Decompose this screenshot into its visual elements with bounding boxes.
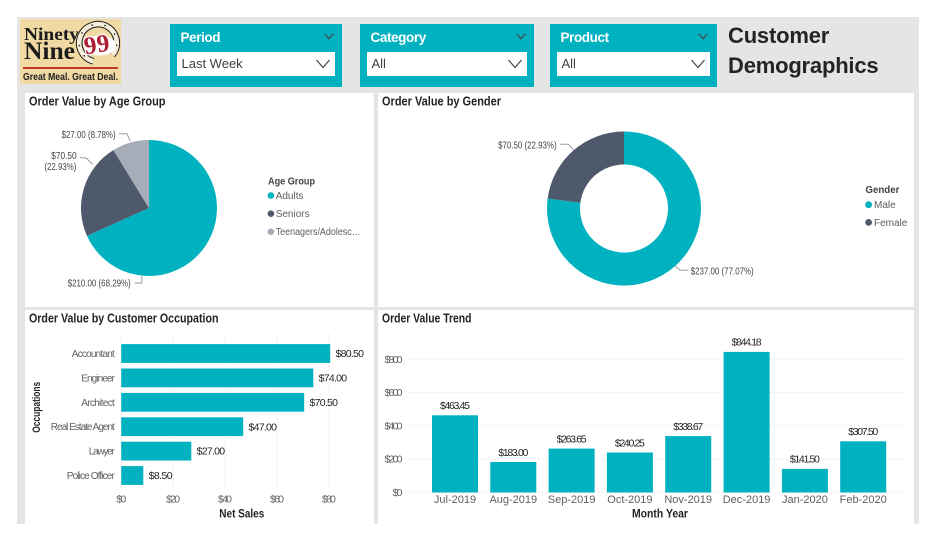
svg-text:Oct-2019: Oct-2019	[607, 494, 652, 506]
svg-text:$70.50: $70.50	[310, 397, 339, 409]
svg-text:$27.00 (8.78%): $27.00 (8.78%)	[62, 129, 116, 141]
svg-text:$200: $200	[385, 454, 403, 466]
svg-text:Police Officer: Police Officer	[67, 471, 116, 482]
svg-text:Nov-2019: Nov-2019	[664, 494, 712, 506]
svg-text:Order Value by Gender: Order Value by Gender	[382, 95, 501, 109]
svg-text:Real Estate Agent: Real Estate Agent	[51, 422, 115, 433]
svg-text:Architect: Architect	[81, 398, 115, 409]
svg-text:Male: Male	[874, 200, 896, 211]
svg-text:$141.50: $141.50	[790, 454, 820, 466]
svg-text:$70.50 (22.93%): $70.50 (22.93%)	[498, 139, 556, 151]
svg-text:Teenagers/Adolesc…: Teenagers/Adolesc…	[276, 227, 361, 238]
svg-text:Lawyer: Lawyer	[89, 447, 116, 458]
svg-text:Gender: Gender	[865, 185, 899, 196]
svg-text:Ninety: Ninety	[24, 24, 79, 44]
svg-text:$240.25: $240.25	[615, 437, 645, 449]
svg-text:$20: $20	[166, 493, 180, 505]
svg-text:$80: $80	[322, 493, 336, 505]
svg-text:$237.00 (77.07%): $237.00 (77.07%)	[691, 266, 754, 278]
svg-text:Accountant: Accountant	[72, 349, 115, 360]
svg-text:Jan-2020: Jan-2020	[782, 494, 828, 506]
svg-text:$307.50: $307.50	[848, 426, 878, 438]
svg-text:$27.00: $27.00	[197, 446, 226, 458]
svg-text:Feb-2020: Feb-2020	[840, 494, 887, 506]
svg-text:$400: $400	[385, 420, 403, 432]
svg-text:Order Value Trend: Order Value Trend	[382, 312, 472, 326]
svg-text:Nine: Nine	[24, 38, 75, 65]
svg-text:$70.50: $70.50	[51, 150, 77, 162]
svg-text:Great Meal. Great Deal.: Great Meal. Great Deal.	[23, 71, 118, 83]
svg-text:Occupations: Occupations	[31, 382, 43, 433]
svg-text:Net Sales: Net Sales	[219, 508, 264, 520]
svg-text:Order Value by Age Group: Order Value by Age Group	[29, 95, 166, 109]
svg-text:$0: $0	[116, 493, 126, 505]
svg-text:Dec-2019: Dec-2019	[723, 494, 771, 506]
svg-text:Month Year: Month Year	[632, 509, 688, 521]
svg-text:Adults: Adults	[276, 191, 304, 202]
svg-text:$800: $800	[385, 354, 403, 366]
svg-text:$600: $600	[385, 387, 403, 399]
svg-text:Female: Female	[874, 218, 908, 229]
svg-text:Age Group: Age Group	[268, 177, 315, 188]
svg-text:$60: $60	[270, 493, 284, 505]
svg-text:Jul-2019: Jul-2019	[434, 494, 476, 506]
svg-text:$263.65: $263.65	[557, 433, 587, 445]
svg-text:$463.45: $463.45	[440, 400, 470, 412]
svg-text:$210.00 (68.29%): $210.00 (68.29%)	[68, 278, 131, 290]
svg-text:$338.67: $338.67	[673, 421, 703, 433]
svg-text:Engineer: Engineer	[81, 373, 115, 384]
svg-text:99: 99	[82, 30, 112, 61]
svg-text:$40: $40	[218, 493, 232, 505]
svg-text:$0: $0	[393, 487, 403, 499]
svg-text:$844.18: $844.18	[732, 337, 762, 349]
svg-text:Aug-2019: Aug-2019	[489, 494, 537, 506]
svg-text:$74.00: $74.00	[319, 373, 348, 385]
svg-text:Order Value by Customer Occupa: Order Value by Customer Occupation	[29, 312, 219, 326]
svg-text:$47.00: $47.00	[249, 421, 278, 433]
svg-text:$8.50: $8.50	[149, 470, 173, 482]
svg-text:(22.93%): (22.93%)	[44, 161, 76, 173]
svg-text:Seniors: Seniors	[276, 209, 310, 220]
svg-text:Sep-2019: Sep-2019	[548, 494, 596, 506]
svg-text:$80.50: $80.50	[336, 348, 365, 360]
svg-text:$183.00: $183.00	[498, 447, 528, 459]
